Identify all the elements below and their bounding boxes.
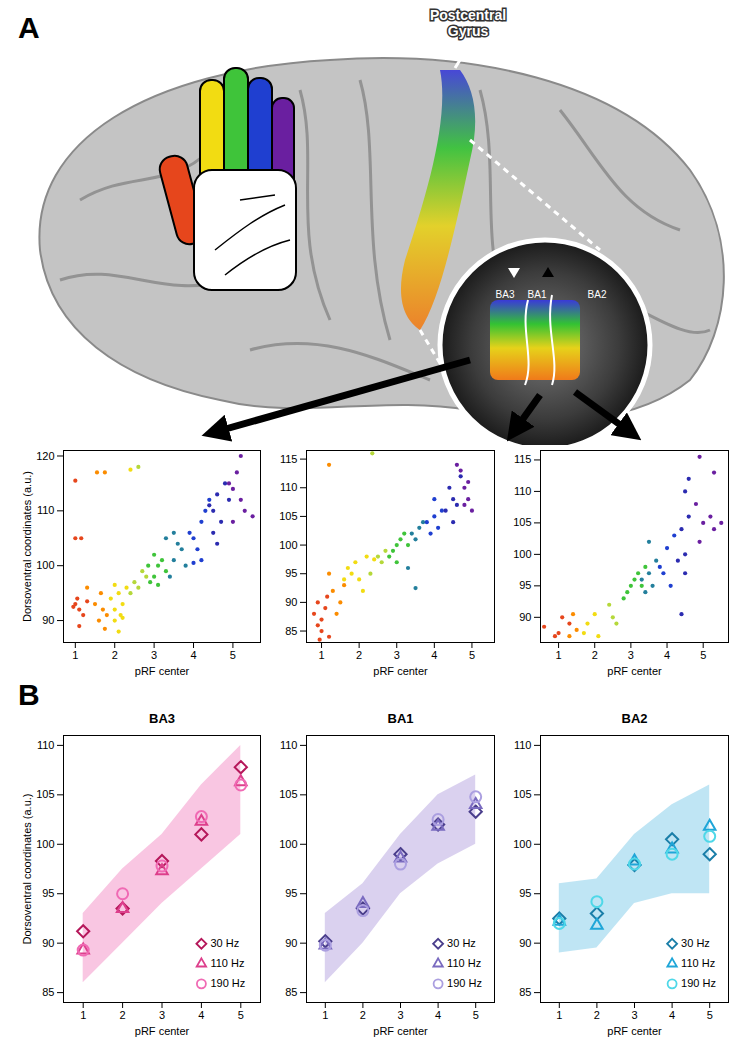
svg-text:1: 1 bbox=[80, 1009, 86, 1021]
svg-text:100: 100 bbox=[36, 559, 54, 571]
svg-text:4: 4 bbox=[431, 649, 437, 661]
svg-text:pRF center: pRF center bbox=[135, 1025, 190, 1037]
svg-text:BA2: BA2 bbox=[621, 711, 647, 726]
svg-text:5: 5 bbox=[230, 649, 236, 661]
svg-text:100: 100 bbox=[513, 838, 531, 850]
svg-text:115: 115 bbox=[514, 453, 532, 465]
svg-text:3: 3 bbox=[151, 649, 157, 661]
svg-text:85: 85 bbox=[285, 986, 297, 998]
svg-text:A: A bbox=[18, 11, 40, 44]
svg-text:90: 90 bbox=[42, 937, 54, 949]
svg-text:2: 2 bbox=[120, 1009, 126, 1021]
svg-text:PostcentralGyrus: PostcentralGyrus bbox=[430, 7, 506, 39]
svg-text:30 Hz: 30 Hz bbox=[447, 937, 476, 949]
svg-text:1: 1 bbox=[318, 649, 324, 661]
svg-text:2: 2 bbox=[594, 1009, 600, 1021]
html-text:B: B bbox=[18, 678, 40, 711]
svg-text:110: 110 bbox=[37, 739, 55, 751]
svg-text:pRF center: pRF center bbox=[373, 1025, 428, 1037]
svg-text:120: 120 bbox=[36, 450, 54, 462]
svg-text:3: 3 bbox=[631, 1009, 637, 1021]
svg-text:2: 2 bbox=[592, 649, 598, 661]
svg-text:100: 100 bbox=[279, 838, 297, 850]
svg-text:190 Hz: 190 Hz bbox=[681, 977, 716, 989]
svg-text:4: 4 bbox=[435, 1009, 441, 1021]
svg-text:BA3: BA3 bbox=[149, 711, 175, 726]
svg-text:Dorsoventral coordinates (a.u.: Dorsoventral coordinates (a.u.) bbox=[21, 471, 33, 622]
svg-text:1: 1 bbox=[556, 649, 562, 661]
svg-text:85: 85 bbox=[519, 986, 531, 998]
svg-text:3: 3 bbox=[628, 649, 634, 661]
svg-text:pRF center: pRF center bbox=[607, 1025, 662, 1037]
svg-text:110: 110 bbox=[514, 739, 532, 751]
svg-text:2: 2 bbox=[360, 1009, 366, 1021]
svg-text:BA3: BA3 bbox=[496, 289, 515, 300]
svg-text:5: 5 bbox=[238, 1009, 244, 1021]
svg-text:95: 95 bbox=[285, 567, 297, 579]
svg-text:100: 100 bbox=[513, 548, 531, 560]
svg-text:5: 5 bbox=[700, 649, 706, 661]
svg-text:190 Hz: 190 Hz bbox=[210, 977, 245, 989]
svg-text:110: 110 bbox=[280, 481, 298, 493]
svg-text:105: 105 bbox=[279, 788, 297, 800]
svg-text:pRF center: pRF center bbox=[373, 665, 428, 677]
svg-text:4: 4 bbox=[198, 1009, 204, 1021]
svg-text:3: 3 bbox=[397, 1009, 403, 1021]
svg-text:BA1: BA1 bbox=[387, 711, 413, 726]
svg-text:110 Hz: 110 Hz bbox=[447, 957, 481, 969]
svg-text:3: 3 bbox=[159, 1009, 165, 1021]
svg-text:105: 105 bbox=[279, 510, 297, 522]
svg-text:100: 100 bbox=[36, 838, 54, 850]
svg-text:pRF center: pRF center bbox=[135, 665, 190, 677]
svg-text:105: 105 bbox=[513, 788, 531, 800]
svg-text:100: 100 bbox=[279, 539, 297, 551]
svg-text:5: 5 bbox=[469, 649, 475, 661]
svg-text:85: 85 bbox=[42, 986, 54, 998]
svg-text:1: 1 bbox=[556, 1009, 562, 1021]
svg-text:90: 90 bbox=[285, 596, 297, 608]
svg-text:90: 90 bbox=[285, 937, 297, 949]
svg-text:5: 5 bbox=[707, 1009, 713, 1021]
svg-text:4: 4 bbox=[190, 649, 196, 661]
svg-text:95: 95 bbox=[42, 887, 54, 899]
svg-text:2: 2 bbox=[356, 649, 362, 661]
svg-text:110: 110 bbox=[37, 504, 55, 516]
svg-text:BA1: BA1 bbox=[528, 289, 547, 300]
svg-text:90: 90 bbox=[519, 611, 531, 623]
svg-text:110 Hz: 110 Hz bbox=[210, 957, 244, 969]
svg-text:95: 95 bbox=[285, 887, 297, 899]
svg-text:110: 110 bbox=[514, 485, 532, 497]
svg-text:90: 90 bbox=[42, 614, 54, 626]
svg-text:2: 2 bbox=[112, 649, 118, 661]
svg-text:BA2: BA2 bbox=[588, 289, 607, 300]
svg-text:1: 1 bbox=[72, 649, 78, 661]
svg-text:30 Hz: 30 Hz bbox=[681, 937, 710, 949]
svg-text:115: 115 bbox=[280, 453, 298, 465]
svg-text:95: 95 bbox=[519, 579, 531, 591]
svg-text:105: 105 bbox=[513, 516, 531, 528]
svg-text:110: 110 bbox=[280, 739, 298, 751]
svg-text:5: 5 bbox=[473, 1009, 479, 1021]
svg-text:Dorsoventral coordinates (a.u.: Dorsoventral coordinates (a.u.) bbox=[21, 793, 33, 944]
svg-text:105: 105 bbox=[36, 788, 54, 800]
svg-text:95: 95 bbox=[519, 887, 531, 899]
svg-text:4: 4 bbox=[664, 649, 670, 661]
svg-text:190 Hz: 190 Hz bbox=[447, 977, 482, 989]
svg-text:30 Hz: 30 Hz bbox=[210, 937, 239, 949]
svg-text:90: 90 bbox=[519, 937, 531, 949]
svg-text:1: 1 bbox=[322, 1009, 328, 1021]
svg-text:110 Hz: 110 Hz bbox=[681, 957, 715, 969]
svg-text:85: 85 bbox=[285, 625, 297, 637]
svg-text:4: 4 bbox=[669, 1009, 675, 1021]
svg-text:pRF center: pRF center bbox=[607, 665, 662, 677]
svg-text:3: 3 bbox=[394, 649, 400, 661]
